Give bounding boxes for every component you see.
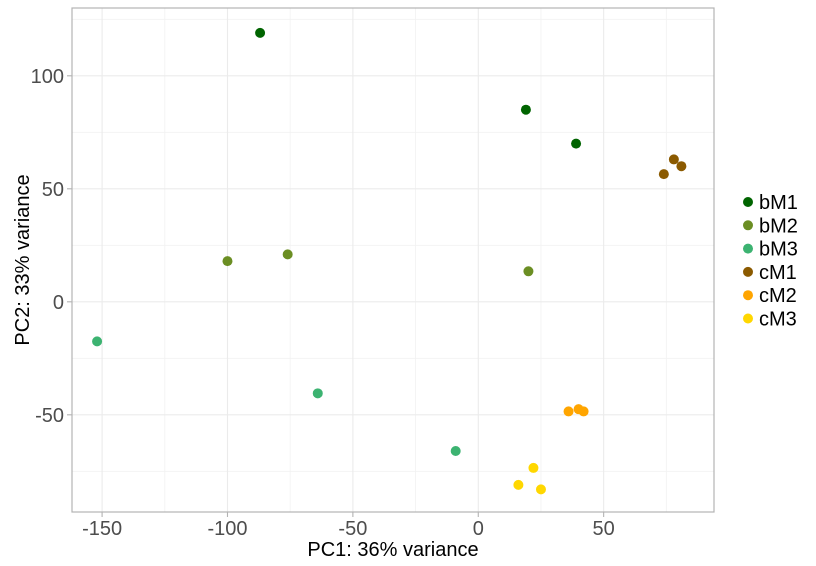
- data-points: [92, 27, 687, 495]
- legend-key-bM1: [743, 197, 753, 207]
- y-tick-label: 50: [42, 179, 64, 201]
- major-gridlines: [72, 8, 714, 512]
- point-bM1: [520, 104, 531, 115]
- y-axis-title: PC2: 33% variance: [12, 174, 34, 345]
- y-tick-label: -50: [35, 405, 64, 427]
- legend-label-cM1: cM1: [759, 262, 797, 284]
- point-bM2: [222, 256, 233, 267]
- legend-key-bM2: [743, 220, 753, 231]
- point-bM3: [312, 388, 323, 399]
- point-bM2: [523, 266, 534, 277]
- point-bM2: [282, 249, 293, 260]
- y-tick-label: 0: [53, 292, 64, 314]
- y-tick-label: 100: [31, 66, 64, 88]
- x-axis: -150 -100 -50 0 50: [82, 512, 615, 540]
- legend-label-bM2: bM2: [759, 215, 798, 237]
- x-tick-label: -100: [207, 518, 247, 540]
- x-tick-label: -150: [82, 518, 122, 540]
- x-tick-label: 50: [593, 518, 615, 540]
- minor-gridlines: [72, 8, 714, 512]
- legend-label-cM2: cM2: [759, 285, 797, 307]
- point-cM3: [535, 484, 546, 495]
- plot-panel: [72, 8, 714, 512]
- point-bM3: [92, 336, 103, 347]
- point-cM1: [676, 161, 687, 172]
- point-bM1: [255, 27, 266, 38]
- point-cM2: [563, 406, 574, 417]
- point-bM1: [571, 138, 582, 149]
- x-tick-label: 0: [473, 518, 484, 540]
- point-cM1: [668, 154, 679, 165]
- legend-key-cM3: [743, 313, 753, 324]
- x-axis-title: PC1: 36% variance: [307, 539, 478, 561]
- y-axis: -50 0 50 100: [31, 66, 72, 427]
- plot-panel-border: [71, 7, 715, 513]
- x-tick-label: -50: [338, 518, 367, 540]
- point-cM2: [578, 406, 589, 417]
- legend-label-bM3: bM3: [759, 239, 798, 261]
- point-bM3: [450, 445, 461, 456]
- legend-label-cM3: cM3: [759, 309, 797, 331]
- point-cM1: [658, 169, 669, 180]
- legend-key-bM3: [743, 243, 753, 254]
- legend-label-bM1: bM1: [759, 192, 798, 214]
- legend-key-cM2: [743, 290, 753, 301]
- point-cM3: [528, 462, 539, 473]
- legend-key-cM1: [743, 266, 753, 277]
- point-cM3: [513, 479, 524, 490]
